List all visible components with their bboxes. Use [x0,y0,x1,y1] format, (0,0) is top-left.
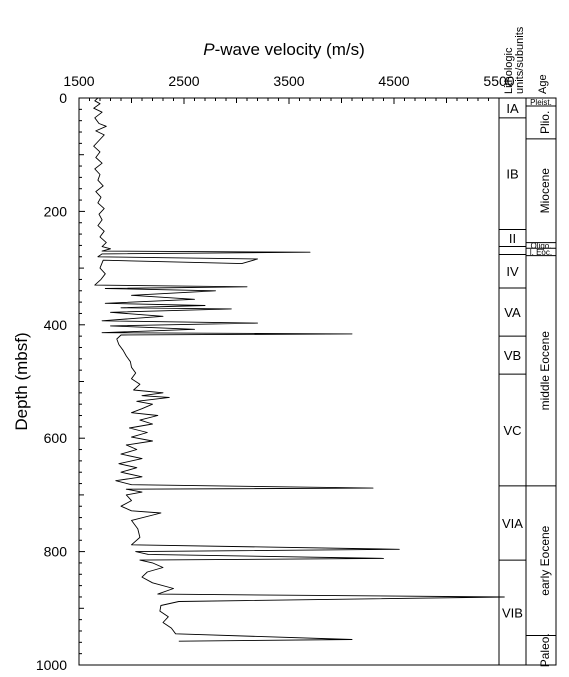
age-column-frame [525,97,557,666]
age-column-header: Age [537,74,549,94]
age-label: Oligo. [531,241,552,250]
age-label: Paleo. [538,633,552,667]
velocity-profile-line [93,97,505,642]
unit-label: VC [503,423,521,438]
y-tick-label: 200 [44,203,68,219]
units-column-header-line1: Lithologic [503,47,515,94]
age-label: Miocene [538,168,552,214]
unit-label: IV [506,264,519,279]
age-label: l. Eoc. [530,248,552,257]
unit-label: VA [504,305,521,320]
age-label: middle Eocene [538,331,552,411]
y-tick-label: 800 [44,544,68,560]
unit-label: VB [504,348,521,363]
age-label: Plio. [538,111,552,134]
age-label: early Eocene [538,525,552,595]
units-column-frame [498,97,527,666]
y-tick-label: 0 [59,90,67,106]
y-tick-label: 600 [44,430,68,446]
unit-label: IA [506,101,519,116]
unit-label: VIA [502,516,523,531]
x-tick-label: 4500 [378,73,409,89]
unit-label: IB [506,167,518,182]
unit-label: VIB [502,606,523,621]
x-tick-label: 2500 [168,73,199,89]
y-tick-label: 400 [44,317,68,333]
unit-label: II [509,231,516,246]
x-tick-label: 3500 [273,73,304,89]
y-axis-label: Depth (mbsf) [12,332,31,430]
x-tick-label: 5500 [483,73,514,89]
age-label: Pleist. [530,98,552,107]
x-axis-label: P-wave velocity (m/s) [203,40,365,59]
plot-frame [78,97,500,666]
x-tick-label: 1500 [63,73,94,89]
y-tick-label: 1000 [36,657,67,673]
units-column-header-line2: units/subunits [514,26,526,94]
